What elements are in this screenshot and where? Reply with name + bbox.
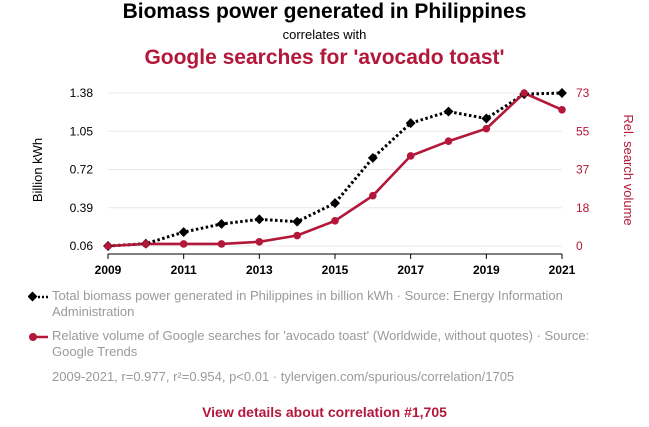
series1-point — [367, 152, 378, 163]
x-tick-label: 2021 — [549, 263, 576, 277]
y-left-tick-label: 1.05 — [70, 124, 94, 138]
y-right-tick-label: 18 — [576, 201, 590, 215]
left-axis-ticks: 1.38 1.05 0.72 0.39 0.06 — [70, 86, 94, 253]
legend-label-series1: Total biomass power generated in Philipp… — [52, 288, 563, 319]
series2-point — [406, 152, 415, 160]
y-right-tick-label: 37 — [576, 163, 590, 177]
chart-title-secondary: Google searches for 'avocado toast' — [144, 46, 505, 69]
series1-point — [216, 219, 227, 229]
series1-point — [254, 214, 265, 225]
legend-swatch-dotted-diamond — [28, 291, 48, 302]
y-left-tick-label: 1.38 — [70, 86, 94, 100]
series2-point — [142, 240, 150, 248]
x-tick-label: 2013 — [246, 263, 273, 277]
right-axis-ticks: 73 55 37 18 0 — [576, 86, 590, 253]
series2-point — [217, 240, 226, 248]
series2-point — [104, 242, 112, 250]
series2-point — [558, 105, 566, 114]
y-right-tick-label: 73 — [576, 86, 590, 100]
series2-point — [444, 137, 453, 146]
y-axis-label-left: Billion kWh — [30, 138, 45, 202]
series2-point — [520, 89, 528, 97]
series1-point — [557, 88, 567, 98]
series1-point — [443, 106, 454, 117]
chart-title: Biomass power generated in Philippines — [122, 0, 527, 23]
series1-point — [292, 216, 303, 227]
y-axis-label-right: Rel. search volume — [621, 114, 636, 225]
x-tick-label: 2017 — [397, 263, 424, 277]
x-tick-label: 2015 — [322, 263, 349, 277]
chart-subtitle: correlates with — [282, 27, 367, 42]
x-tick-label: 2011 — [171, 263, 197, 277]
x-tick-label: 2009 — [95, 263, 122, 277]
legend-swatch-solid-circle — [29, 333, 48, 341]
x-tick-label: 2019 — [473, 263, 500, 277]
y-right-tick-label: 55 — [576, 124, 590, 138]
y-right-tick-label: 0 — [576, 239, 583, 253]
series2-point — [179, 240, 188, 248]
y-left-tick-label: 0.06 — [70, 239, 94, 253]
series1-point — [405, 118, 416, 129]
series2-point — [293, 231, 301, 240]
series-markers — [103, 88, 567, 251]
y-left-tick-label: 0.72 — [70, 163, 94, 177]
y-left-tick-label: 0.39 — [70, 201, 94, 215]
series2-point — [255, 238, 264, 246]
series2-point — [369, 191, 377, 200]
series2-point — [482, 124, 491, 133]
series1-point — [330, 198, 340, 209]
correlation-stats: 2009-2021, r=0.977, r²=0.954, p<0.01 · t… — [52, 369, 515, 384]
series2-point — [331, 217, 339, 225]
series1-point — [178, 227, 189, 238]
legend-label-series2: Relative volume of Google searches for '… — [52, 328, 590, 359]
view-details-link[interactable]: View details about correlation #1,705 — [202, 404, 447, 420]
x-axis-ticks: 2009 2011 2013 2015 2017 2019 2021 — [95, 253, 576, 277]
